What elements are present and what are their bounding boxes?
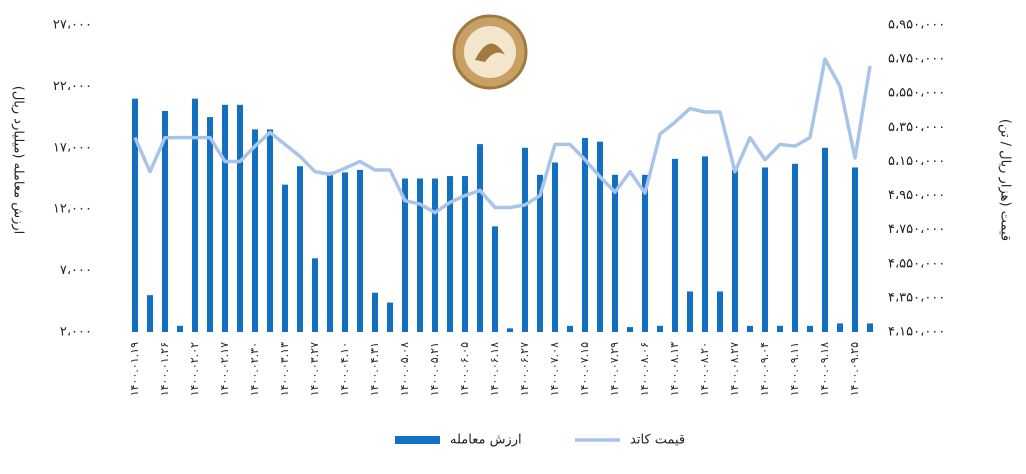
bar <box>387 302 393 332</box>
bar <box>657 325 663 332</box>
bar <box>402 178 408 332</box>
y2-axis-title: قیمت (هزار ریال / تن) <box>998 119 1013 241</box>
bar <box>492 226 498 332</box>
bar <box>282 184 288 332</box>
bar <box>552 162 558 332</box>
x-tick-label: ۱۴۰۰.۰۸.۱۳ <box>668 342 681 396</box>
bar <box>222 104 228 332</box>
y2-tick-label: ۵،۱۵۰،۰۰۰ <box>888 154 945 169</box>
x-tick-label: ۱۴۰۰.۰۸.۲۷ <box>728 342 741 396</box>
bar <box>762 167 768 332</box>
bar <box>462 176 468 332</box>
x-tick-label: ۱۴۰۰.۰۹.۰۴ <box>758 342 771 396</box>
legend-label: ارزش معامله <box>450 433 522 448</box>
y-tick-label: ۲،۰۰۰ <box>60 325 92 340</box>
y2-tick-label: ۴،۱۵۰،۰۰۰ <box>888 325 945 340</box>
bar <box>642 174 648 332</box>
bar <box>567 325 573 332</box>
y-tick-label: ۱۲،۰۰۰ <box>53 202 92 217</box>
y2-tick-label: ۵،۹۵۰،۰۰۰ <box>888 18 945 33</box>
x-tick-label: ۱۴۰۰.۰۹.۱۸ <box>818 342 831 396</box>
y2-tick-label: ۵،۷۵۰،۰۰۰ <box>888 52 945 67</box>
x-tick-label: ۱۴۰۰.۰۱.۱۹ <box>128 342 141 396</box>
bar <box>267 129 273 332</box>
bar <box>732 169 738 332</box>
x-tick-label: ۱۴۰۰.۰۷.۲۹ <box>608 342 621 396</box>
bar <box>162 110 168 333</box>
bar <box>597 141 603 332</box>
bar <box>522 147 528 332</box>
x-tick-label: ۱۴۰۰.۰۹.۱۱ <box>788 342 801 396</box>
bar <box>432 178 438 332</box>
x-tick-label: ۱۴۰۰.۰۲.۳۰ <box>248 342 261 396</box>
y2-tick-label: ۴،۳۵۰،۰۰۰ <box>888 290 945 305</box>
y-axis-title: ارزش معامله (میلیارد ریال) <box>11 86 26 234</box>
bar <box>852 167 858 332</box>
x-tick-label: ۱۴۰۰.۰۶.۰۵ <box>458 342 471 396</box>
y2-tick-label: ۴،۹۵۰،۰۰۰ <box>888 188 945 203</box>
x-tick-label: ۱۴۰۰.۰۴.۳۱ <box>368 342 381 396</box>
x-tick-label: ۱۴۰۰.۰۷.۰۸ <box>548 342 561 396</box>
x-tick-label: ۱۴۰۰.۰۶.۱۸ <box>488 342 501 396</box>
x-tick-label: ۱۴۰۰.۰۳.۱۳ <box>278 342 291 396</box>
bar <box>132 98 138 333</box>
bar <box>342 172 348 332</box>
bar <box>192 98 198 333</box>
bar <box>357 169 363 332</box>
bar <box>537 174 543 332</box>
bar <box>672 158 678 332</box>
bar <box>627 327 633 332</box>
bar <box>237 104 243 332</box>
x-tick-label: ۱۴۰۰.۰۳.۲۷ <box>308 342 321 396</box>
legend-label: قیمت کاتد <box>630 433 685 448</box>
legend-swatch <box>395 436 440 444</box>
bar <box>807 325 813 332</box>
y-tick-label: ۷،۰۰۰ <box>60 263 92 278</box>
y-tick-label: ۱۷،۰۰۰ <box>53 140 92 155</box>
y2-tick-label: ۵،۵۵۰،۰۰۰ <box>888 86 945 101</box>
x-tick-label: ۱۴۰۰.۰۱.۲۶ <box>158 342 171 396</box>
y-tick-label: ۲۲،۰۰۰ <box>53 79 92 94</box>
bar <box>507 328 513 332</box>
bar <box>747 325 753 332</box>
bar <box>177 325 183 332</box>
x-tick-label: ۱۴۰۰.۰۵.۲۱ <box>428 342 441 396</box>
x-tick-label: ۱۴۰۰.۰۸.۰۶ <box>638 342 651 396</box>
bar <box>417 178 423 332</box>
y2-tick-label: ۵،۳۵۰،۰۰۰ <box>888 120 945 135</box>
x-tick-label: ۱۴۰۰.۰۵.۰۸ <box>398 342 411 396</box>
bar <box>312 258 318 332</box>
bar <box>822 147 828 332</box>
bar <box>687 291 693 332</box>
bar <box>252 129 258 332</box>
bar <box>447 176 453 332</box>
y2-tick-label: ۴،۷۵۰،۰۰۰ <box>888 222 945 237</box>
x-tick-label: ۱۴۰۰.۰۴.۱۰ <box>338 342 351 396</box>
bar <box>792 163 798 332</box>
bar <box>717 291 723 332</box>
x-tick-label: ۱۴۰۰.۰۲.۰۲ <box>188 342 201 396</box>
x-tick-label: ۱۴۰۰.۰۹.۲۵ <box>848 342 861 396</box>
x-tick-label: ۱۴۰۰.۰۷.۱۵ <box>578 342 591 396</box>
logo <box>452 14 528 90</box>
bar <box>297 166 303 332</box>
y-tick-label: ۲۷،۰۰۰ <box>53 18 92 33</box>
bar <box>207 117 213 332</box>
x-tick-label: ۱۴۰۰.۰۶.۲۷ <box>518 342 531 396</box>
bar <box>327 172 333 332</box>
line <box>133 57 872 215</box>
bar <box>147 295 153 332</box>
bar <box>477 144 483 332</box>
x-tick-label: ۱۴۰۰.۰۲.۱۷ <box>218 342 231 396</box>
x-tick-label: ۱۴۰۰.۰۸.۲۰ <box>698 342 711 396</box>
bar <box>867 323 873 332</box>
bar <box>837 323 843 332</box>
y2-tick-label: ۴،۵۵۰،۰۰۰ <box>888 256 945 271</box>
bar <box>372 292 378 332</box>
bar <box>777 325 783 332</box>
bar <box>612 174 618 332</box>
bar <box>582 137 588 332</box>
bar <box>702 156 708 332</box>
